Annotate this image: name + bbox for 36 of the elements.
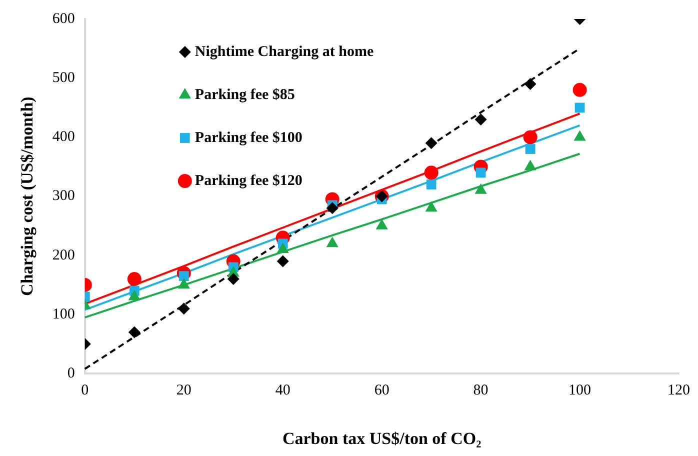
y-tick-label: 400 [52, 129, 75, 146]
legend-label: Parking fee $100 [194, 130, 302, 146]
point [326, 202, 338, 214]
point [128, 326, 140, 338]
point [476, 168, 486, 178]
point [424, 166, 438, 180]
point [574, 102, 585, 113]
point [572, 82, 587, 97]
y-tick-label: 500 [52, 70, 75, 86]
x-axis-title: Carbon tax US$/ton of CO₂ [282, 429, 482, 448]
point [525, 144, 536, 154]
point [474, 113, 487, 126]
y-tick-label: 600 [52, 10, 75, 27]
x-tick-label: 100 [568, 382, 592, 399]
point [425, 137, 438, 150]
point [178, 302, 190, 315]
x-tick-label: 20 [176, 382, 192, 399]
point [227, 273, 240, 286]
y-tick-label: 300 [52, 188, 75, 204]
point [524, 78, 536, 90]
point [426, 180, 436, 190]
legend-label: Parking fee $120 [194, 172, 302, 189]
x-tick-label: 80 [473, 382, 488, 399]
legend-label: Parking fee $85 [194, 86, 295, 103]
y-tick-label: 0 [67, 366, 75, 382]
point [523, 130, 538, 144]
y-tick-label: 100 [52, 306, 75, 322]
y-axis-title: Charging cost (US$/month) [18, 96, 37, 296]
y-tick-label: 200 [52, 247, 75, 264]
point [276, 255, 289, 268]
x-tick-label: 120 [668, 382, 690, 399]
legend-label: Nightime Charging at home [194, 44, 374, 60]
point [127, 272, 142, 286]
x-tick-label: 0 [81, 382, 89, 399]
x-tick-label: 40 [275, 382, 290, 399]
x-tick-label: 60 [374, 382, 390, 399]
